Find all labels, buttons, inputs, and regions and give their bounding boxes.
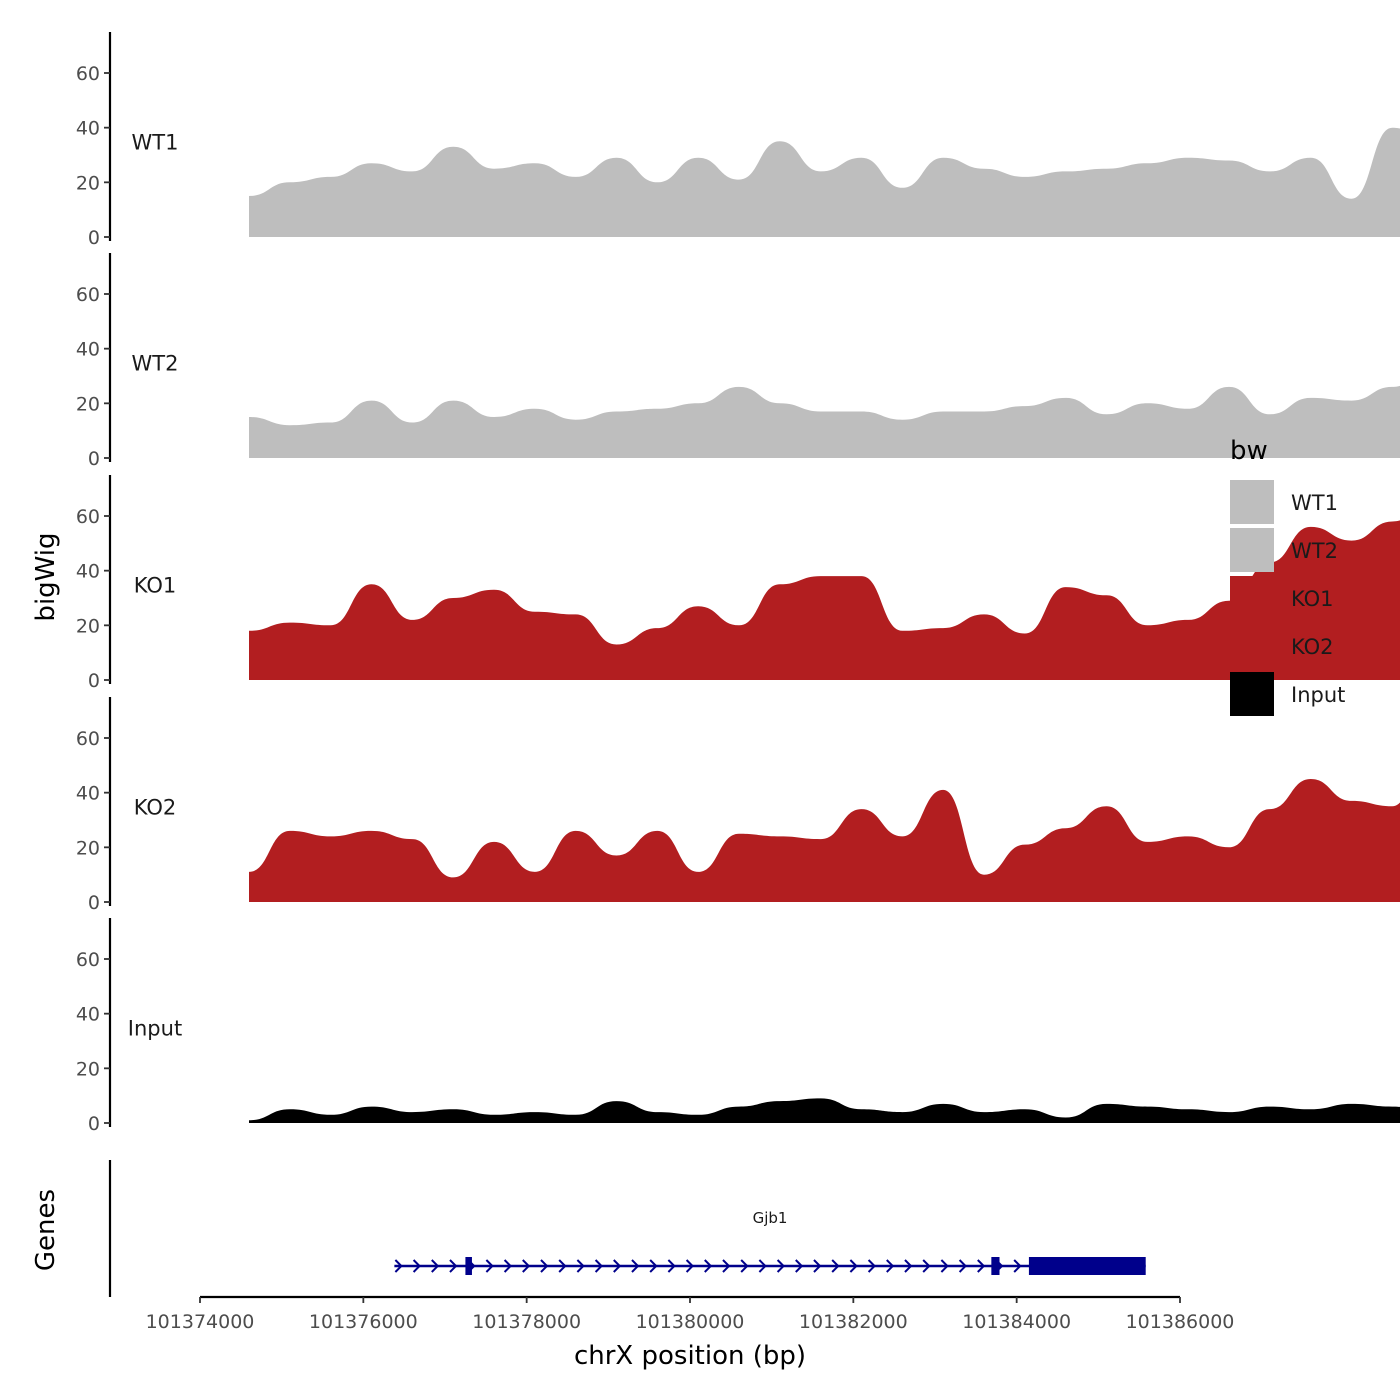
y-tick-label: 0	[88, 892, 100, 914]
coverage-area-input	[249, 1098, 1400, 1123]
strand-arrow	[649, 1259, 658, 1273]
strand-arrow	[685, 1259, 694, 1273]
coverage-area-wt1	[249, 127, 1400, 237]
strand-arrow	[594, 1259, 603, 1273]
legend: bw WT1 WT2 KO1 KO2 Input	[1230, 436, 1345, 716]
strand-arrow	[867, 1259, 876, 1273]
track-label-ko2: KO2	[134, 795, 177, 819]
legend-label-wt2: WT2	[1291, 539, 1338, 563]
y-tick-label: 40	[76, 339, 100, 361]
x-tick-label: 101378000	[472, 1311, 581, 1333]
track-ko2: 0 20 40 60 KO2	[76, 697, 1400, 914]
strand-arrow	[758, 1259, 767, 1273]
legend-label-ko2: KO2	[1291, 635, 1334, 659]
y-tick-label: 60	[76, 284, 100, 306]
strand-arrow	[540, 1259, 549, 1273]
y-tick-label: 0	[88, 227, 100, 249]
strand-arrow	[576, 1259, 585, 1273]
legend-key-ko2	[1230, 624, 1274, 668]
legend-key-ko1	[1230, 576, 1274, 620]
legend-key-wt1	[1230, 480, 1274, 524]
strand-arrow	[722, 1259, 731, 1273]
legend-title: bw	[1230, 436, 1268, 466]
y-tick-label: 60	[76, 949, 100, 971]
y-tick-label: 20	[76, 837, 100, 859]
y-tick-label: 0	[88, 448, 100, 470]
strand-arrow	[940, 1259, 949, 1273]
gene-gjb1: Gjb1	[394, 1209, 1146, 1275]
y-tick-label: 0	[88, 670, 100, 692]
strand-arrow	[449, 1259, 458, 1273]
legend-label-input: Input	[1291, 683, 1345, 707]
track-wt1: 0 20 40 60 WT1	[76, 32, 1400, 249]
strand-arrow	[1013, 1259, 1022, 1273]
gene-utr-block	[465, 1257, 472, 1275]
x-axis-title: chrX position (bp)	[574, 1341, 806, 1371]
track-input: 0 20 40 60 Input	[76, 918, 1400, 1135]
track-label-input: Input	[128, 1016, 182, 1040]
strand-arrow	[849, 1259, 858, 1273]
strand-arrow	[503, 1259, 512, 1273]
gene-label: Gjb1	[753, 1209, 788, 1227]
y-tick-label: 40	[76, 1004, 100, 1026]
strand-arrow	[922, 1259, 931, 1273]
coverage-area-wt2	[249, 385, 1400, 458]
x-tick-label: 101386000	[1126, 1311, 1235, 1333]
x-tick-label: 101384000	[962, 1311, 1071, 1333]
x-tick-label: 101374000	[146, 1311, 255, 1333]
strand-arrow	[485, 1259, 494, 1273]
strand-arrow	[795, 1259, 804, 1273]
strand-arrow	[740, 1259, 749, 1273]
strand-arrow	[776, 1259, 785, 1273]
strand-arrow	[431, 1259, 440, 1273]
track-panels: 0 20 40 60 WT1 0 20 40 60 WT2 0 20 40 60 KO1 0 20 40 60 KO2…	[76, 32, 1400, 1135]
strand-arrow	[412, 1259, 421, 1273]
x-tick-label: 101382000	[799, 1311, 908, 1333]
y-tick-label: 60	[76, 506, 100, 528]
strand-arrow	[904, 1259, 913, 1273]
strand-arrow	[831, 1259, 840, 1273]
y-tick-label: 20	[76, 393, 100, 415]
track-wt2: 0 20 40 60 WT2	[76, 253, 1400, 470]
track-ko1: 0 20 40 60 KO1	[76, 475, 1400, 692]
strand-arrow	[667, 1259, 676, 1273]
gene-exon-block	[991, 1257, 1000, 1275]
y-tick-label: 0	[88, 1113, 100, 1135]
legend-key-input	[1230, 672, 1274, 716]
legend-label-ko1: KO1	[1291, 587, 1334, 611]
strand-arrow	[394, 1259, 403, 1273]
genes-axis-title: Genes	[31, 1189, 61, 1271]
x-axis: 101374000 101376000 101378000 101380000 1013…	[146, 1295, 1235, 1333]
y-tick-label: 40	[76, 561, 100, 583]
track-label-wt2: WT2	[132, 351, 179, 375]
genes-panel: Gjb1	[108, 1160, 1146, 1297]
y-axis-title: bigWig	[31, 532, 61, 621]
y-tick-label: 60	[76, 728, 100, 750]
coverage-area-ko1	[249, 520, 1400, 680]
strand-arrow	[558, 1259, 567, 1273]
coverage-area-ko2	[249, 779, 1400, 902]
y-tick-label: 20	[76, 1058, 100, 1080]
x-tick-label: 101376000	[309, 1311, 418, 1333]
track-label-wt1: WT1	[132, 130, 179, 154]
y-tick-label: 60	[76, 63, 100, 85]
y-tick-label: 20	[76, 172, 100, 194]
y-tick-label: 40	[76, 783, 100, 805]
strand-arrow	[522, 1259, 531, 1273]
strand-arrow	[704, 1259, 713, 1273]
y-tick-label: 40	[76, 118, 100, 140]
strand-arrow	[886, 1259, 895, 1273]
gene-exon-block	[1028, 1257, 1146, 1275]
strand-arrow	[958, 1259, 967, 1273]
legend-key-wt2	[1230, 528, 1274, 572]
strand-arrow	[813, 1259, 822, 1273]
strand-arrow	[631, 1259, 640, 1273]
strand-arrow	[977, 1259, 986, 1273]
y-tick-label: 20	[76, 615, 100, 637]
strand-arrow	[613, 1259, 622, 1273]
track-label-ko1: KO1	[134, 573, 177, 597]
x-tick-label: 101380000	[636, 1311, 745, 1333]
legend-label-wt1: WT1	[1291, 491, 1338, 515]
